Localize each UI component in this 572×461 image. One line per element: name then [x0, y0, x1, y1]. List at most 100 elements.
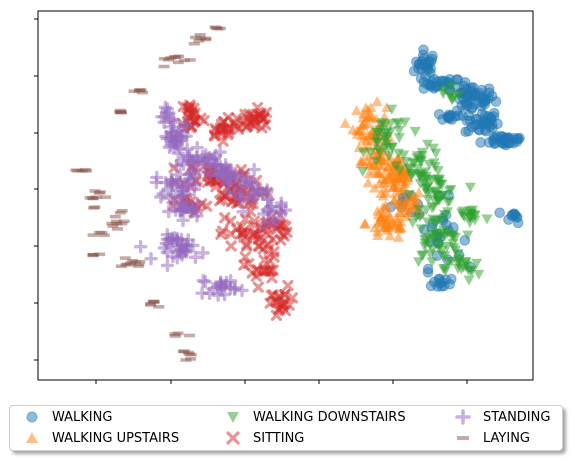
- point-walking-downstairs: [463, 275, 475, 286]
- point-walking-downstairs: [398, 150, 410, 161]
- point-standing: [162, 106, 176, 120]
- point-walking-downstairs: [372, 128, 384, 139]
- point-walking-upstairs: [369, 182, 381, 193]
- point-standing: [268, 215, 282, 230]
- point-sitting: [229, 117, 241, 129]
- point-walking-downstairs: [413, 204, 425, 215]
- legend-marker-walking: [26, 411, 38, 423]
- point-standing: [178, 243, 193, 258]
- point-sitting: [219, 212, 231, 224]
- scatter-plot: [34, 10, 534, 384]
- legend-marker-walking-downstairs: [227, 412, 239, 423]
- point-walking-downstairs: [418, 178, 430, 189]
- legend-label: LAYING: [483, 430, 530, 446]
- point-walking-downstairs: [457, 206, 469, 217]
- legend-marker-laying: [457, 436, 469, 440]
- point-walking-downstairs: [403, 163, 415, 174]
- point-standing: [198, 275, 213, 289]
- point-walking-upstairs: [359, 218, 371, 229]
- point-standing: [263, 200, 278, 214]
- point-standing: [184, 166, 198, 180]
- point-standing: [211, 288, 225, 302]
- point-walking-downstairs: [407, 218, 419, 229]
- point-standing: [144, 251, 158, 266]
- point-sitting: [258, 254, 270, 266]
- point-walking-downstairs: [424, 239, 436, 250]
- point-walking-upstairs: [378, 221, 390, 232]
- point-walking-upstairs: [378, 177, 390, 188]
- point-walking-upstairs: [390, 220, 402, 231]
- point-standing: [251, 182, 266, 197]
- point-standing: [187, 182, 202, 197]
- point-walking-upstairs: [384, 211, 396, 222]
- point-walking: [425, 56, 437, 68]
- point-standing: [155, 110, 169, 124]
- point-walking-downstairs: [437, 85, 449, 96]
- point-walking: [503, 132, 514, 143]
- point-sitting: [181, 101, 193, 114]
- point-walking-upstairs: [399, 199, 411, 210]
- point-walking-downstairs: [471, 258, 483, 269]
- point-walking-downstairs: [436, 215, 448, 226]
- point-walking-downstairs: [375, 119, 387, 130]
- point-walking-downstairs: [372, 137, 384, 148]
- point-walking-downstairs: [436, 250, 448, 261]
- point-walking-downstairs: [426, 257, 438, 268]
- point-walking: [463, 125, 474, 137]
- point-standing: [179, 119, 194, 133]
- legend-marker-sitting: [226, 431, 240, 445]
- point-sitting: [252, 281, 264, 293]
- point-standing: [214, 165, 228, 179]
- legend-label: WALKING DOWNSTAIRS: [253, 409, 406, 425]
- point-standing: [162, 204, 176, 219]
- point-walking-upstairs: [413, 187, 425, 198]
- point-walking-downstairs: [421, 188, 433, 199]
- point-standing: [160, 245, 174, 259]
- point-sitting: [256, 122, 268, 134]
- point-walking-downstairs: [432, 195, 444, 206]
- point-walking-downstairs: [429, 162, 441, 173]
- point-walking-upstairs: [379, 202, 391, 213]
- point-standing: [190, 140, 204, 155]
- point-walking: [503, 214, 514, 225]
- legend-item-walking-upstairs: WALKING UPSTAIRS: [24, 430, 179, 446]
- point-sitting: [225, 228, 237, 240]
- legend-item-walking-downstairs: WALKING DOWNSTAIRS: [225, 409, 406, 425]
- legend-label: SITTING: [253, 430, 305, 446]
- point-walking-downstairs: [420, 205, 432, 216]
- point-walking-downstairs: [381, 127, 393, 138]
- point-standing: [160, 258, 175, 273]
- legend-item-laying: LAYING: [455, 430, 530, 446]
- point-walking: [479, 118, 491, 129]
- point-walking-downstairs: [434, 179, 446, 190]
- point-walking: [422, 267, 434, 278]
- legend-label: WALKING: [52, 409, 113, 425]
- point-walking-upstairs: [347, 124, 359, 135]
- point-walking-downstairs: [453, 90, 465, 101]
- point-walking-downstairs: [386, 104, 398, 115]
- point-walking: [512, 133, 524, 145]
- point-walking: [411, 56, 422, 68]
- point-walking-downstairs: [424, 249, 436, 260]
- point-walking-downstairs: [393, 126, 405, 137]
- legend-label: WALKING UPSTAIRS: [52, 430, 180, 446]
- point-walking-upstairs: [391, 171, 403, 182]
- point-standing: [173, 141, 187, 155]
- point-walking-downstairs: [464, 182, 476, 193]
- point-standing: [232, 180, 246, 194]
- point-sitting: [215, 228, 227, 240]
- point-standing: [169, 159, 184, 173]
- point-standing: [236, 205, 250, 219]
- point-walking-downstairs: [441, 241, 453, 252]
- legend: WALKING WALKING UPSTAIRS WALKING DOWNSTA…: [9, 405, 563, 451]
- point-standing: [166, 196, 180, 210]
- point-sitting: [235, 228, 247, 240]
- point-standing: [165, 179, 179, 193]
- point-walking-upstairs: [371, 167, 383, 178]
- point-sitting: [252, 240, 265, 252]
- point-walking-downstairs: [462, 230, 474, 241]
- point-standing: [188, 250, 203, 264]
- point-standing: [247, 162, 261, 177]
- point-walking-downstairs: [430, 187, 442, 198]
- point-walking-downstairs: [443, 256, 455, 267]
